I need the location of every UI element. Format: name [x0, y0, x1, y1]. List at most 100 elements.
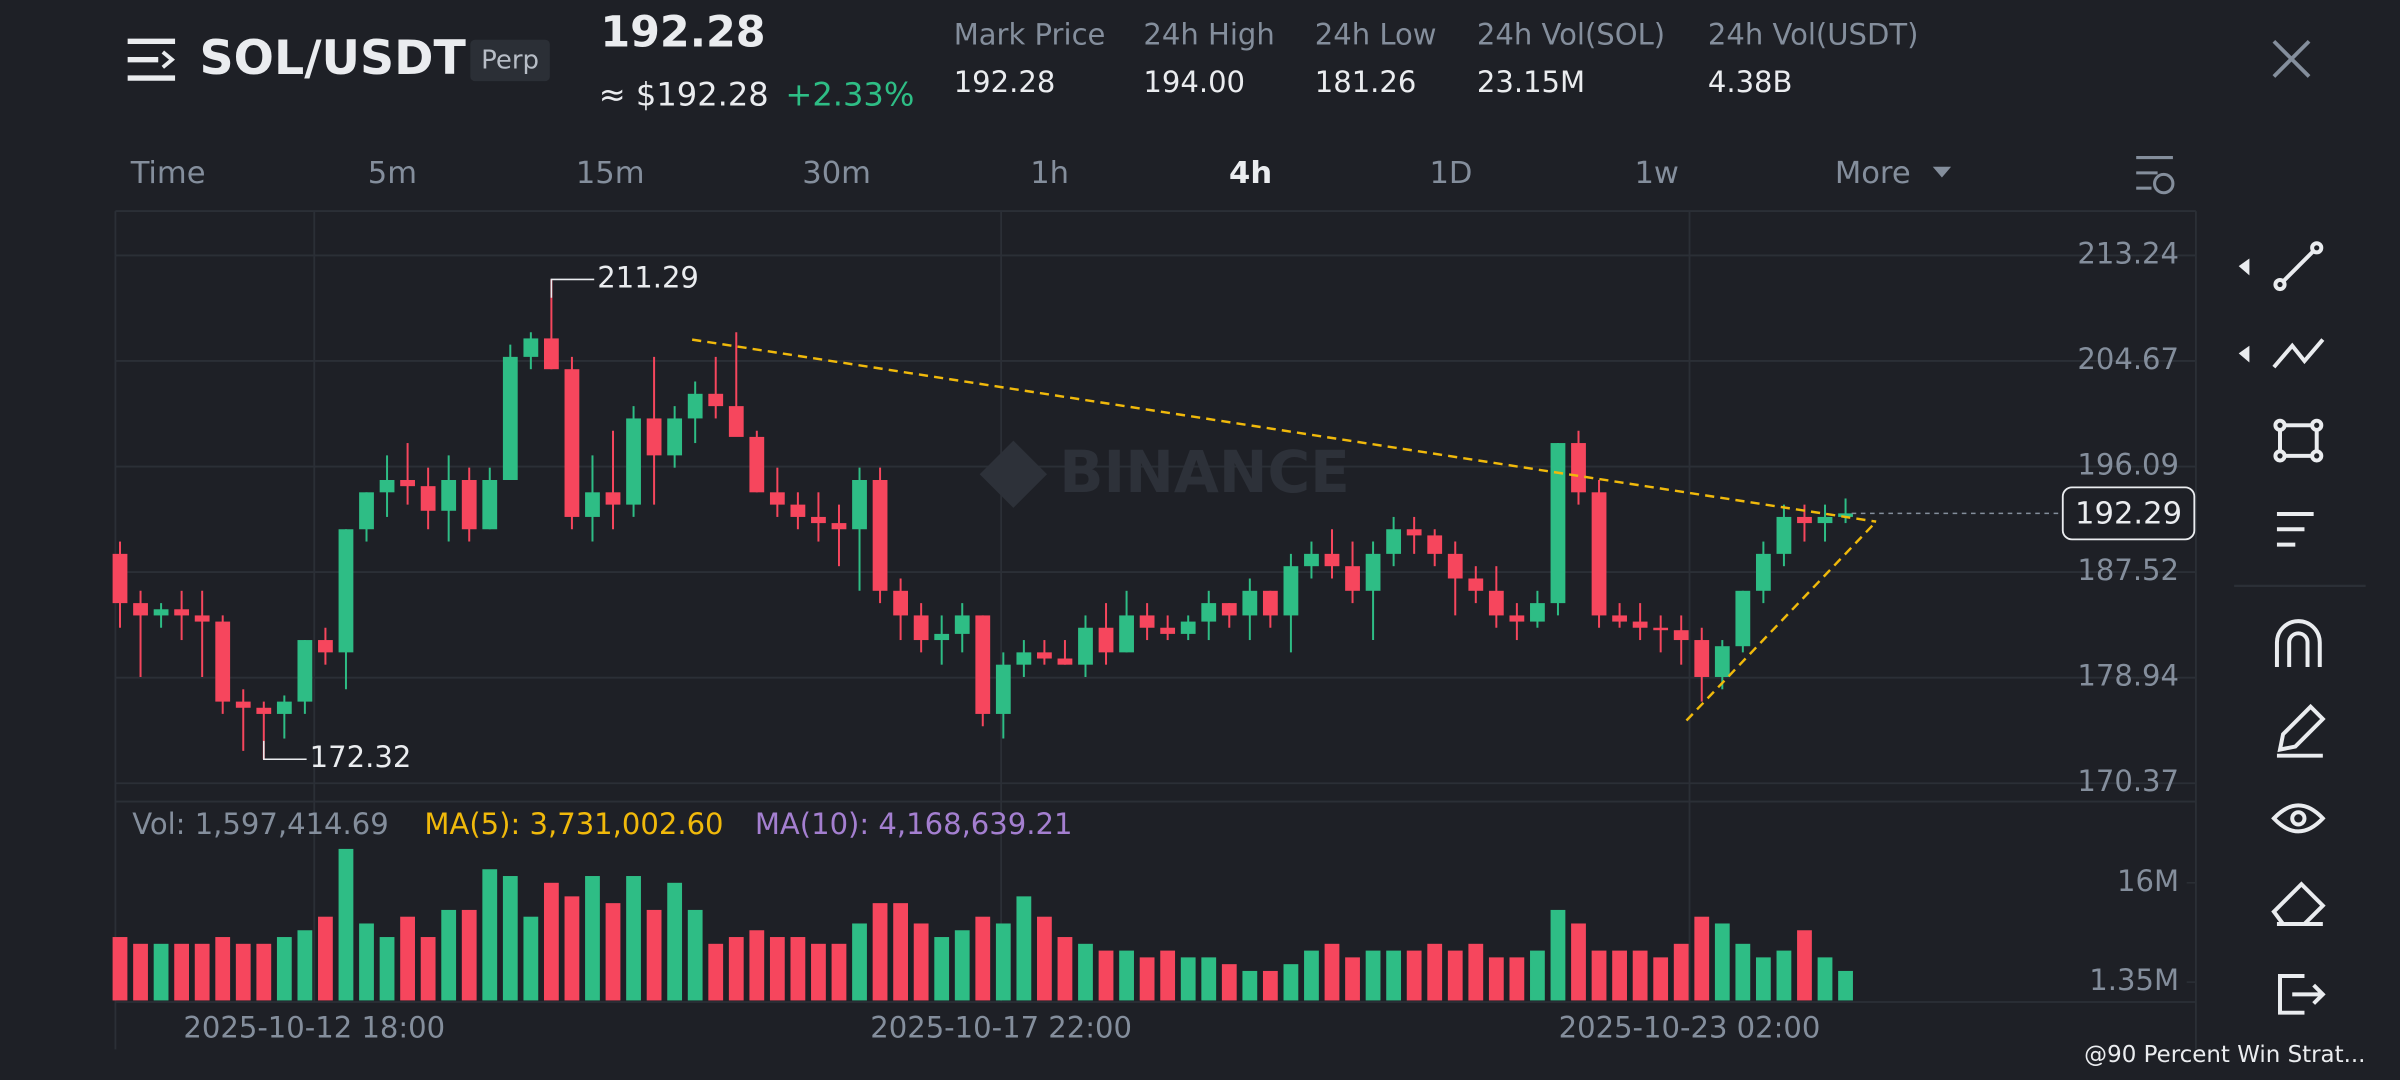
volume-bar: [1242, 970, 1258, 1001]
timeframe-tab[interactable]: More: [1835, 156, 1911, 191]
timeframe-tab[interactable]: 30m: [802, 156, 871, 191]
volume-bar: [1694, 916, 1710, 1001]
volume-bar: [1550, 909, 1566, 1001]
volume-bar: [543, 882, 559, 1001]
volume-bar: [1817, 957, 1833, 1001]
candle-body: [318, 640, 333, 653]
candle-body: [215, 621, 231, 702]
candle-body: [1180, 621, 1196, 634]
change: +2.33%: [785, 75, 914, 113]
volume-bar: [1180, 957, 1196, 1001]
candle-body: [297, 640, 313, 702]
timeframe-tab[interactable]: 5m: [368, 156, 417, 191]
volume-bar: [1057, 937, 1073, 1001]
volume-bar: [1119, 950, 1134, 1001]
candle-body: [934, 633, 950, 641]
volume-bar: [523, 916, 539, 1001]
candle-body: [975, 615, 991, 714]
volume-bar: [379, 937, 395, 1001]
volume-bar: [1201, 957, 1217, 1001]
candle-body: [359, 492, 374, 530]
candle-body: [1242, 590, 1258, 616]
candle-body: [194, 615, 210, 622]
candle-body: [1530, 603, 1545, 622]
candle-body: [1365, 553, 1381, 591]
y-tick-label: 204.67: [2077, 342, 2179, 376]
volume-bar: [708, 943, 724, 1001]
volume-bar: [646, 909, 662, 1001]
volume-bar: [318, 916, 333, 1001]
stat-value: 23.15M: [1477, 65, 1585, 99]
timeframe-tab[interactable]: Time: [130, 156, 206, 191]
candle-body: [420, 486, 436, 511]
candle-body: [954, 615, 970, 634]
time-label: 2025-10-23 02:00: [1559, 1011, 1821, 1045]
volume-bar: [297, 930, 313, 1001]
candle-body: [708, 393, 724, 407]
drawing-toolbar[interactable]: [2238, 241, 2326, 1015]
timeframe-tab[interactable]: 15m: [576, 156, 645, 191]
last-price-tag: [2061, 486, 2196, 541]
candle-body: [1324, 553, 1340, 567]
volume-bar: [1262, 970, 1278, 1001]
stat-label: 24h High: [1143, 18, 1274, 52]
volume-bar: [1509, 957, 1525, 1001]
candle-body: [1838, 513, 1853, 517]
volume-bar: [1427, 943, 1443, 1001]
volume-bar: [1488, 957, 1504, 1001]
y-tick-label: 170.37: [2077, 764, 2179, 798]
volume-bar: [133, 943, 148, 1001]
candle-body: [1673, 630, 1689, 641]
low-pointer: [263, 740, 307, 760]
volume-bar: [1406, 950, 1422, 1001]
candle-body: [1406, 529, 1422, 536]
y-tick-label: 187.52: [2077, 553, 2179, 587]
candle-body: [523, 338, 539, 357]
volume-bar: [1139, 957, 1155, 1001]
low-label: 172.32: [310, 740, 412, 774]
volume-bar: [1468, 943, 1484, 1001]
volume-bar: [975, 916, 991, 1001]
timeframe-tab[interactable]: 4h: [1229, 156, 1272, 191]
y-tick-label: 213.24: [2077, 236, 2179, 270]
candle-body: [1119, 615, 1134, 653]
volume-bar: [1571, 923, 1586, 1001]
volume-bar: [502, 876, 518, 1001]
candle-body: [1632, 621, 1648, 628]
volume-bar: [626, 876, 641, 1001]
candle-body: [790, 504, 806, 517]
menu-icon[interactable]: [127, 38, 176, 81]
volume-bar: [1632, 950, 1648, 1001]
timeframe-tab[interactable]: 1D: [1429, 156, 1472, 191]
volume-bar: [852, 923, 867, 1001]
volume-bar: [1591, 950, 1607, 1001]
volume-bar: [1530, 950, 1545, 1001]
volume-bar: [1037, 916, 1052, 1001]
close-button[interactable]: [2272, 39, 2311, 78]
time-label: 2025-10-17 22:00: [870, 1011, 1132, 1045]
timeframe-tab[interactable]: 1w: [1634, 156, 1678, 191]
volume-summary: Vol: 1,597,414.69: [132, 807, 389, 841]
volume-bar: [1345, 957, 1360, 1001]
settings-icon[interactable]: [2136, 156, 2175, 195]
candle-body: [1037, 652, 1052, 659]
candle-body: [1304, 553, 1319, 567]
candle-body: [1468, 578, 1484, 591]
candle-body: [1509, 615, 1525, 622]
candle-body: [174, 609, 190, 616]
candle-body: [1714, 646, 1730, 677]
volume-bar: [749, 930, 765, 1001]
timeframe-tab[interactable]: 1h: [1030, 156, 1069, 191]
symbol[interactable]: SOL/USDT: [200, 31, 467, 86]
volume-bar: [872, 903, 888, 1001]
candle-body: [482, 479, 498, 530]
candle-body: [379, 479, 395, 493]
stat-label: 24h Vol(SOL): [1477, 18, 1665, 52]
candle-body: [1571, 443, 1586, 493]
candle-body: [1797, 516, 1812, 524]
volume-ma5: MA(5): 3,731,002.60: [424, 807, 723, 841]
candle-body: [133, 603, 148, 616]
volume-bar: [461, 909, 477, 1001]
volume-bar: [934, 937, 950, 1001]
